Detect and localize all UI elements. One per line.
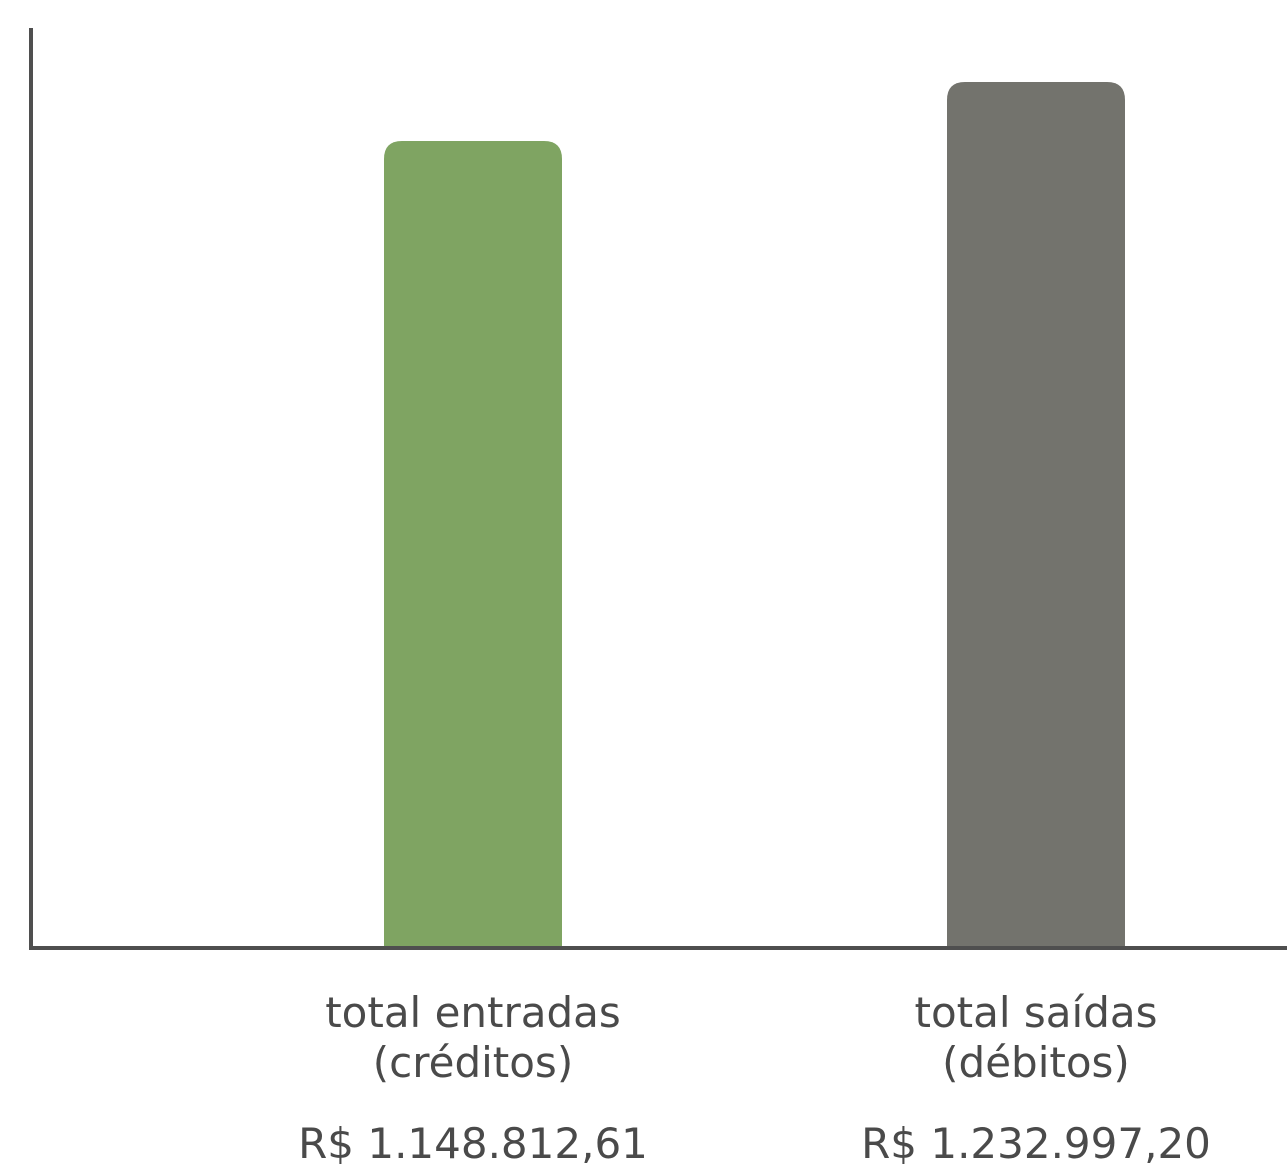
category-label-2-line-2: (débitos) [942,1038,1130,1087]
category-label-2-line-1: total saídas [915,988,1158,1037]
category-label-1-line-2: (créditos) [373,1038,573,1087]
bar-1 [384,140,562,946]
category-label-1-line-1: total entradas [325,988,621,1037]
labels-group: total entradas(créditos) R$ 1.148.812,61 t… [298,988,1211,1165]
bars-group [384,81,1125,946]
value-label-2: R$ 1.232.997,20 [861,1119,1211,1165]
bar-2 [947,81,1125,946]
value-label-1: R$ 1.148.812,61 [298,1119,648,1165]
